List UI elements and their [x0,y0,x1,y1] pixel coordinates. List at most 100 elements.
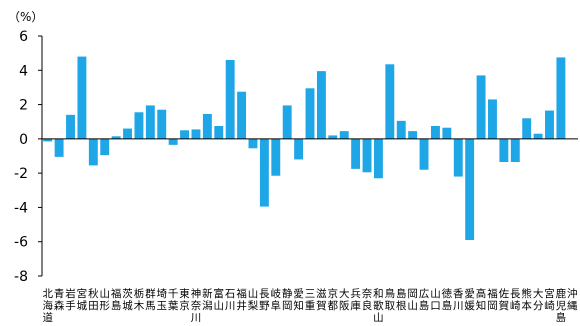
x-tick-label: 愛知 [293,287,304,312]
x-tick-label: 石川 [225,288,236,312]
bars-group [43,56,566,240]
bar-高知 [476,75,486,139]
bar-広島 [419,138,429,170]
bar-滋賀 [316,71,326,139]
bar-静岡 [282,105,292,139]
bar-大分 [533,133,543,139]
x-tick-label: 沖縄 [567,287,578,312]
x-tick-label: 高知 [476,287,487,312]
x-tick-label: 滋賀 [316,287,327,312]
x-tick-label: 青森 [54,287,65,312]
bar-山口 [431,126,440,139]
bar-佐賀 [499,138,509,162]
bar-宮城 [77,56,87,139]
x-tick-label: 京都 [328,287,339,312]
x-tick-label: 奈良 [362,287,373,312]
y-ticks-group: 6 4 2 0 -2 -4 -6 -8 [14,29,42,285]
x-tick-label: 鹿児島 [556,287,567,322]
bar-長崎 [510,138,520,162]
x-tick-label: 広島 [419,287,430,312]
x-tick-label: 埼玉 [156,287,167,312]
x-tick-label: 東京 [179,287,190,312]
bar-香川 [453,138,463,177]
bar-兵庫 [351,138,361,169]
bar-愛知 [294,138,304,160]
bar-岐阜 [271,138,281,176]
bar-山梨 [248,138,258,149]
bar-神奈川 [191,129,201,139]
bar-徳島 [442,127,452,139]
x-tick-label: 徳島 [442,287,453,312]
bar-島根 [396,120,406,139]
x-tick-label: 長野 [259,288,270,312]
bar-大阪 [339,131,349,139]
bar-和歌山 [373,138,383,179]
x-tick-label: 神奈川 [191,287,202,322]
x-tick-label: 和歌山 [373,288,384,322]
bar-新潟 [202,114,212,139]
x-tick-label: 宮城 [77,287,88,312]
y-tick-label: 0 [19,132,28,148]
x-tick-label: 福井 [236,287,247,312]
bar-青森 [54,138,64,157]
bar-埼玉 [157,109,167,139]
y-tick-label: -8 [14,269,28,285]
x-tick-label: 新潟 [202,287,213,312]
bar-愛媛 [465,138,475,240]
x-tick-label: 岡山 [407,288,418,312]
unit-label: （%） [8,10,43,24]
x-tick-label: 香川 [453,288,464,312]
bar-山形 [100,138,110,156]
x-tick-label: 大阪 [339,287,350,312]
bar-千葉 [168,138,178,145]
bar-長野 [259,138,269,207]
x-tick-label: 群馬 [145,287,156,312]
x-tick-label: 千葉 [168,288,179,312]
bar-熊本 [522,118,532,139]
x-tick-label: 山口 [430,288,441,312]
x-tick-label: 山梨 [248,288,259,312]
bar-秋田 [88,138,98,166]
bar-鹿児島 [556,57,566,139]
x-tick-label: 熊本 [521,287,532,312]
bar-茨城 [123,128,132,139]
x-labels-group: 北海道青森岩手宮城秋田山形福島茨城栃木群馬埼玉千葉東京神奈川新潟富山石川福井山梨… [42,287,578,324]
bar-福井 [237,91,247,139]
bar-岩手 [66,114,75,139]
y-tick-label: -6 [14,235,28,251]
bar-富山 [214,126,224,139]
x-tick-label: 佐賀 [499,287,510,312]
x-tick-label: 静岡 [282,287,293,312]
bar-奈良 [362,138,372,173]
y-tick-label: -4 [14,200,28,216]
x-tick-label: 山形 [99,288,110,312]
x-tick-label: 福島 [111,287,122,312]
axes-group [41,36,578,276]
x-tick-label: 大分 [533,287,544,312]
bar-鳥取 [385,64,395,139]
bar-栃木 [134,112,144,139]
bar-三重 [305,88,315,139]
x-tick-label: 秋田 [88,287,99,312]
x-tick-label: 栃木 [134,287,145,312]
x-tick-label: 岐阜 [271,287,282,312]
x-tick-label: 長崎 [510,288,521,312]
x-tick-label: 北海道 [42,288,53,322]
x-tick-label: 茨城 [122,287,133,312]
x-tick-label: 富山 [214,287,225,312]
bar-岡山 [408,131,418,139]
y-tick-label: 6 [19,29,28,45]
x-tick-label: 三重 [305,288,316,312]
bar-福岡 [488,99,497,139]
y-tick-label: 2 [19,98,28,114]
x-tick-label: 兵庫 [350,287,361,312]
bar-京都 [328,135,338,139]
bar-石川 [225,60,235,139]
bar-北海道 [43,138,53,142]
bar-群馬 [145,105,155,139]
x-tick-label: 島根 [396,287,407,312]
x-tick-label: 宮崎 [544,287,555,312]
y-tick-label: 4 [19,63,28,79]
bar-福島 [111,136,121,139]
